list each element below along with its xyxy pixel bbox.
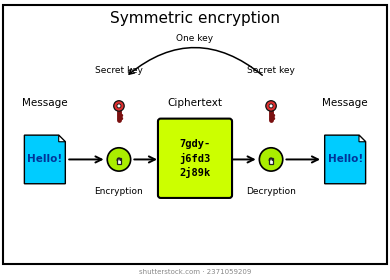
FancyBboxPatch shape	[158, 119, 232, 198]
Text: Secret key: Secret key	[247, 66, 295, 75]
Text: Hello!: Hello!	[27, 155, 62, 164]
Text: Encryption: Encryption	[94, 187, 144, 196]
Text: Symmetric encryption: Symmetric encryption	[110, 11, 280, 26]
Circle shape	[259, 148, 283, 171]
Text: Decryption: Decryption	[246, 187, 296, 196]
Circle shape	[117, 104, 121, 108]
Circle shape	[114, 101, 124, 111]
Text: One key: One key	[176, 34, 214, 43]
Polygon shape	[58, 135, 65, 142]
Circle shape	[269, 104, 273, 108]
Text: shutterstock.com · 2371059209: shutterstock.com · 2371059209	[139, 269, 251, 275]
Circle shape	[107, 148, 131, 171]
Text: Hello!: Hello!	[328, 155, 363, 164]
Bar	[269, 158, 273, 164]
Polygon shape	[24, 135, 65, 184]
Text: Secret key: Secret key	[95, 66, 143, 75]
Text: Message: Message	[323, 98, 368, 108]
Polygon shape	[324, 135, 366, 184]
Bar	[117, 158, 121, 164]
Text: Message: Message	[22, 98, 67, 108]
Circle shape	[266, 101, 276, 111]
Text: 7gdy-
j6fd3
2j89k: 7gdy- j6fd3 2j89k	[179, 139, 211, 178]
Text: Ciphertext: Ciphertext	[167, 98, 223, 108]
Polygon shape	[359, 135, 366, 142]
